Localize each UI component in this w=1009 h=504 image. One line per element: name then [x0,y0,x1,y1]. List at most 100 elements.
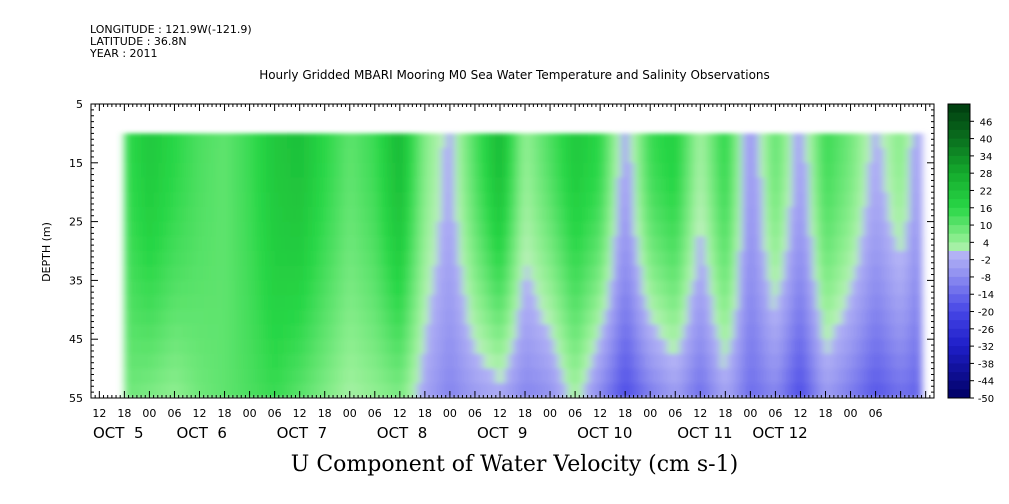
heatmap-cell [717,177,722,193]
heatmap-cell [712,177,718,193]
heatmap-cell [883,309,889,326]
heatmap-cell [813,339,818,355]
heatmap-cell [416,353,422,370]
heatmap-cell [370,206,376,223]
heatmap-cell [625,133,630,149]
heatmap-cell [320,280,326,296]
heatmap-cell [241,368,246,384]
heatmap-cell [349,251,355,267]
heatmap-cell [387,236,393,252]
heatmap-cell [666,353,672,370]
heatmap-cell [783,162,789,179]
heatmap-cell [220,280,226,296]
heatmap-cell [345,251,351,267]
heatmap-cell [337,280,342,296]
heatmap-cell [525,324,530,340]
heatmap-cell [762,383,768,398]
heatmap-cell [879,221,885,237]
heatmap-cell [424,236,430,252]
heatmap-cell [842,265,847,281]
heatmap-cell [170,295,176,311]
heatmap-cell [621,339,626,355]
heatmap-cell [299,221,305,237]
heatmap-cell [892,133,898,149]
heatmap-cell [596,383,601,398]
heatmap-cell [917,177,923,193]
heatmap-cell [245,280,251,296]
heatmap-cell [379,309,384,326]
heatmap-cell [195,265,201,281]
heatmap-cell [474,251,480,267]
heatmap-cell [833,324,839,340]
heatmap-cell [629,339,635,355]
heatmap-cell [420,309,426,326]
heatmap-cell [287,221,292,237]
heatmap-cell [525,148,530,164]
heatmap-cell [646,295,651,311]
heatmap-cell [608,177,614,193]
heatmap-cell [487,324,493,340]
heatmap-cell [274,383,280,398]
heatmap-cell [207,251,213,267]
heatmap-cell [132,265,138,281]
x-tick-label: 18 [218,407,232,420]
heatmap-cell [212,236,217,252]
heatmap-cell [491,368,497,384]
longitude-label: LONGITUDE : 121.9W(-121.9) [90,23,252,36]
heatmap-cell [458,162,463,179]
heatmap-cell [804,148,810,164]
heatmap-cell [570,265,576,281]
heatmap-cell [654,280,660,296]
heatmap-cell [591,133,597,149]
heatmap-cell [804,339,810,355]
heatmap-cell [909,177,914,193]
heatmap-cell [504,265,509,281]
heatmap-cell [858,236,864,252]
heatmap-cell [504,251,509,267]
heatmap-cell [829,265,835,281]
heatmap-cell [237,236,242,252]
heatmap-cell [220,148,226,164]
heatmap-cell [796,309,802,326]
heatmap-cell [550,368,555,384]
heatmap-cell [587,251,593,267]
heatmap-cell [562,236,568,252]
heatmap-cell [249,353,255,370]
heatmap-cell [683,295,689,311]
heatmap-cell [867,236,872,252]
heatmap-cell [191,251,196,267]
heatmap-cell [320,148,326,164]
heatmap-cell [228,148,234,164]
heatmap-cell [558,295,564,311]
heatmap-cell [541,368,547,384]
heatmap-cell [871,251,877,267]
heatmap-cell [399,221,405,237]
heatmap-cell [203,353,209,370]
heatmap-cell [787,280,793,296]
heatmap-cell [821,339,827,355]
heatmap-cell [562,251,568,267]
heatmap-cell [825,133,831,149]
heatmap-cell [650,324,655,340]
heatmap-cell [570,236,576,252]
heatmap-cell [737,133,743,149]
heatmap-cell [487,206,493,223]
heatmap-cell [124,206,130,223]
heatmap-cell [474,339,480,355]
heatmap-cell [863,353,868,370]
heatmap-cell [629,148,635,164]
heatmap-cell [550,280,555,296]
heatmap-cell [867,251,872,267]
heatmap-cell [416,280,422,296]
colorbar-swatch [948,233,970,243]
heatmap-cell [746,177,751,193]
heatmap-cell [454,162,459,179]
heatmap-cell [641,309,647,326]
heatmap-cell [237,309,242,326]
heatmap-cell [554,265,559,281]
heatmap-cell [562,221,568,237]
heatmap-cell [287,339,292,355]
y-axis-label: DEPTH (m) [40,222,53,282]
heatmap-cell [220,206,226,223]
heatmap-cell [808,236,814,252]
